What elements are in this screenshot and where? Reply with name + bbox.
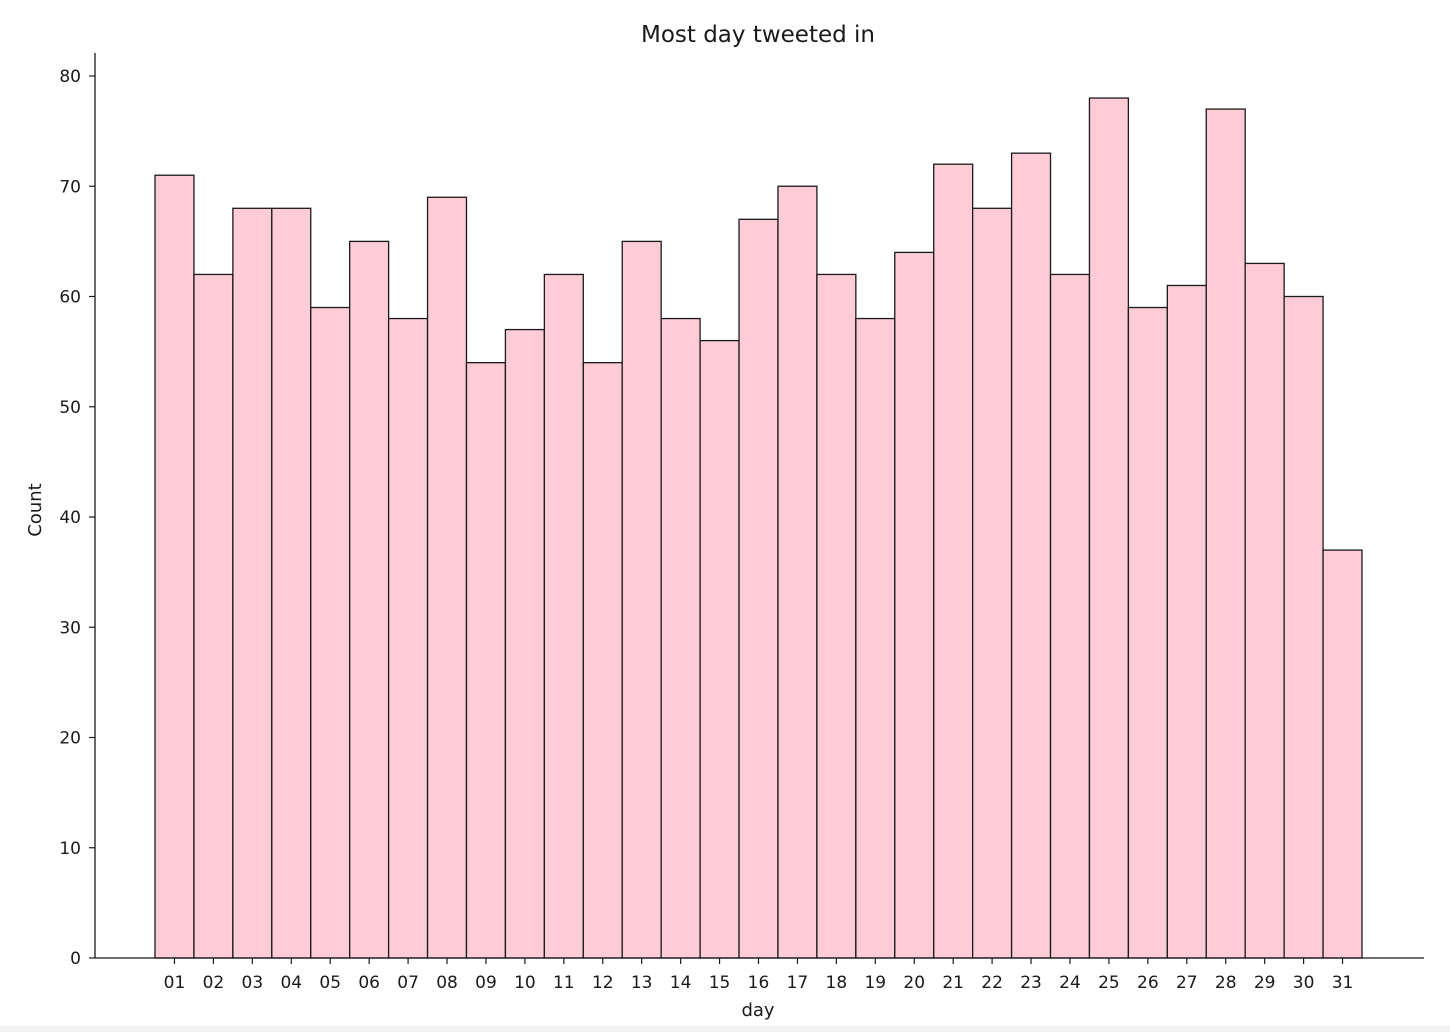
bar-day-27 [1166,284,1207,959]
x-tick-label: 24 [1059,973,1081,993]
x-tick-label: 11 [553,973,575,993]
x-axis-label: day [741,1000,774,1021]
x-tick-label: 21 [942,973,964,993]
bar-day-25 [1088,97,1130,959]
bar-day-01 [154,174,195,959]
bar-day-21 [933,163,974,959]
bar-day-05 [310,306,351,959]
x-tick-label: 02 [203,973,225,993]
x-tick-label: 04 [280,973,302,993]
x-tick-label: 01 [164,973,186,993]
bar-day-10 [504,328,546,959]
x-tick-label: 19 [864,973,886,993]
x-tick-label: 14 [670,973,692,993]
bar-day-22 [972,207,1013,959]
bar-day-24 [1049,273,1091,959]
y-tick-label: 0 [70,949,81,969]
x-tick-label: 17 [787,973,809,993]
x-tick-label: 13 [631,973,653,993]
bar-day-16 [738,218,779,959]
x-tick-label: 16 [748,973,770,993]
bar-day-29 [1244,262,1285,959]
x-tick-label: 03 [242,973,264,993]
x-tick-label: 06 [358,973,380,993]
bar-day-06 [349,240,390,959]
bars-group [154,97,1363,959]
x-tick-label: 10 [514,973,536,993]
x-tick-label: 30 [1293,973,1315,993]
x-tick-label: 18 [826,973,848,993]
y-tick-label: 80 [59,67,81,87]
bar-day-19 [855,317,896,959]
bar-day-17 [777,185,818,959]
bar-day-20 [894,251,935,959]
y-tick-label: 70 [59,177,81,197]
bar-day-18 [816,273,857,959]
x-tick-label: 20 [903,973,925,993]
x-tick-label: 26 [1137,973,1159,993]
x-tick-label: 28 [1215,973,1237,993]
x-tick-label: 09 [475,973,497,993]
x-tick-label: 15 [709,973,731,993]
bar-day-09 [465,361,507,959]
bar-day-15 [699,339,740,959]
bar-day-30 [1283,295,1324,959]
y-tick-label: 60 [59,288,81,308]
bar-day-12 [582,361,623,959]
x-tick-label: 07 [397,973,419,993]
bar-day-26 [1127,306,1168,959]
bar-day-31 [1322,549,1363,959]
y-axis-ticks: 0 10 20 30 40 50 60 70 80 [59,67,95,969]
x-axis-ticks: 01 02 03 04 05 06 07 08 09 10 11 12 13 14 15 16 17 18 19 20… [164,958,1354,993]
bar-day-08 [426,196,468,959]
bar-day-04 [271,207,312,959]
x-tick-label: 27 [1176,973,1198,993]
bar-day-02 [193,273,234,959]
x-tick-label: 23 [1020,973,1042,993]
bottom-strip [0,1026,1450,1032]
x-tick-label: 25 [1098,973,1120,993]
y-tick-label: 50 [59,398,81,418]
bar-day-11 [543,273,584,959]
x-tick-label: 31 [1332,973,1354,993]
bar-day-03 [232,207,273,959]
y-tick-label: 20 [59,729,81,749]
bar-day-28 [1205,108,1246,959]
bar-day-07 [387,317,429,959]
x-tick-label: 29 [1254,973,1276,993]
bar-day-23 [1010,152,1052,959]
y-tick-label: 10 [59,839,81,859]
y-axis-label: Count [25,483,46,536]
y-tick-label: 30 [59,618,81,638]
x-tick-label: 12 [592,973,614,993]
x-tick-label: 05 [319,973,341,993]
x-tick-label: 08 [436,973,458,993]
bar-day-13 [621,240,662,959]
x-tick-label: 22 [981,973,1003,993]
chart-title: Most day tweeted in [641,22,875,48]
y-tick-label: 40 [59,508,81,528]
bar-day-14 [660,317,701,959]
